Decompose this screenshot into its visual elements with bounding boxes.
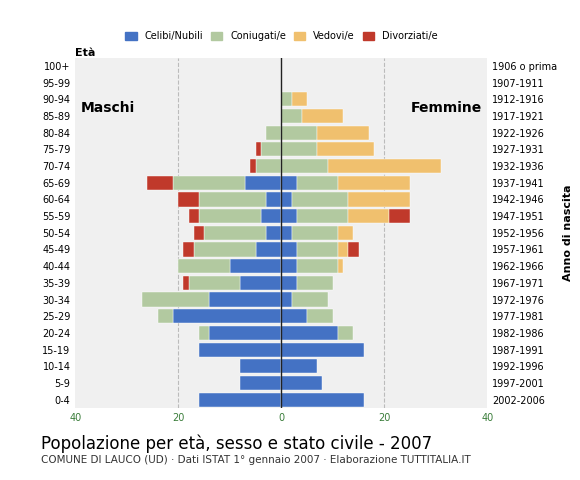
Bar — [281, 176, 297, 190]
Bar — [199, 326, 209, 340]
Bar — [281, 276, 297, 290]
Bar — [317, 142, 374, 156]
Bar — [194, 226, 204, 240]
Bar — [266, 126, 281, 140]
Bar — [199, 393, 281, 407]
Bar — [230, 259, 281, 273]
Bar — [317, 126, 369, 140]
Bar — [338, 242, 348, 257]
Bar — [338, 326, 353, 340]
Bar — [199, 192, 266, 206]
Bar — [281, 226, 292, 240]
Bar — [338, 176, 410, 190]
Bar — [204, 226, 266, 240]
Bar — [256, 142, 260, 156]
Bar — [281, 326, 338, 340]
Bar — [260, 209, 281, 223]
Bar — [199, 209, 260, 223]
Bar — [173, 309, 281, 324]
Text: Femmine: Femmine — [411, 101, 482, 115]
Bar — [281, 126, 317, 140]
Bar — [297, 259, 338, 273]
Bar — [338, 226, 353, 240]
Bar — [178, 259, 230, 273]
Bar — [292, 192, 348, 206]
Bar — [183, 276, 188, 290]
Bar — [389, 209, 410, 223]
Bar — [188, 209, 199, 223]
Y-axis label: Anno di nascita: Anno di nascita — [563, 184, 572, 281]
Bar — [266, 226, 281, 240]
Bar — [188, 276, 240, 290]
Bar — [158, 309, 173, 324]
Bar — [281, 359, 317, 373]
Bar — [348, 209, 389, 223]
Bar — [297, 242, 338, 257]
Bar — [302, 109, 343, 123]
Bar — [281, 159, 328, 173]
Bar — [281, 142, 317, 156]
Bar — [199, 343, 281, 357]
Bar — [266, 192, 281, 206]
Bar — [328, 159, 441, 173]
Bar — [178, 192, 199, 206]
Bar — [281, 109, 302, 123]
Text: Età: Età — [75, 48, 96, 58]
Bar — [348, 242, 358, 257]
Bar — [256, 242, 281, 257]
Bar — [240, 359, 281, 373]
Bar — [240, 376, 281, 390]
Bar — [292, 292, 328, 307]
Bar — [281, 393, 364, 407]
Bar — [281, 192, 292, 206]
Legend: Celibi/Nubili, Coniugati/e, Vedovi/e, Divorziati/e: Celibi/Nubili, Coniugati/e, Vedovi/e, Di… — [121, 27, 441, 45]
Bar — [348, 192, 410, 206]
Bar — [260, 142, 281, 156]
Bar — [281, 92, 292, 107]
Text: Popolazione per età, sesso e stato civile - 2007: Popolazione per età, sesso e stato civil… — [41, 434, 432, 453]
Bar — [183, 242, 194, 257]
Bar — [307, 309, 333, 324]
Bar — [245, 176, 281, 190]
Bar — [281, 309, 307, 324]
Bar — [281, 259, 297, 273]
Bar — [209, 292, 281, 307]
Bar — [297, 176, 338, 190]
Text: COMUNE DI LAUCO (UD) · Dati ISTAT 1° gennaio 2007 · Elaborazione TUTTITALIA.IT: COMUNE DI LAUCO (UD) · Dati ISTAT 1° gen… — [41, 455, 470, 465]
Bar — [281, 242, 297, 257]
Bar — [142, 292, 209, 307]
Bar — [251, 159, 256, 173]
Bar — [297, 209, 348, 223]
Bar — [281, 376, 322, 390]
Bar — [173, 176, 245, 190]
Bar — [292, 226, 338, 240]
Bar — [194, 242, 256, 257]
Bar — [240, 276, 281, 290]
Bar — [209, 326, 281, 340]
Bar — [281, 209, 297, 223]
Bar — [297, 276, 333, 290]
Bar — [281, 343, 364, 357]
Bar — [147, 176, 173, 190]
Bar — [281, 292, 292, 307]
Bar — [338, 259, 343, 273]
Bar — [256, 159, 281, 173]
Bar — [292, 92, 307, 107]
Text: Maschi: Maschi — [81, 101, 135, 115]
